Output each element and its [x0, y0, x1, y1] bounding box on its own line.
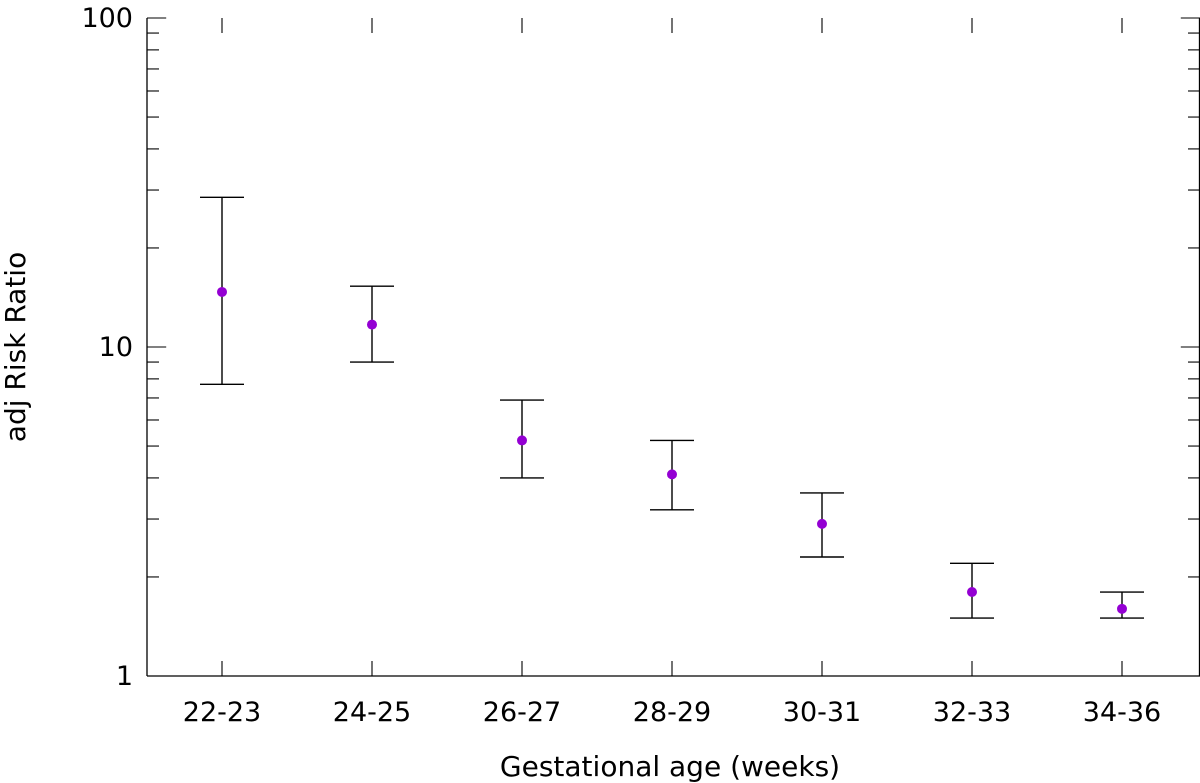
x-tick-label: 34-36 — [1083, 697, 1161, 728]
x-tick-label: 28-29 — [633, 697, 711, 728]
y-axis-ticks — [147, 17, 1200, 677]
x-axis-ticks — [221, 18, 1123, 676]
axis-frame — [146, 18, 1200, 677]
data-point — [217, 286, 227, 297]
y-tick-label: 100 — [81, 3, 133, 34]
data-point — [667, 469, 677, 480]
y-tick-labels: 1 10 100 — [81, 3, 133, 692]
x-tick-label: 22-23 — [183, 697, 261, 728]
x-tick-label: 26-27 — [483, 697, 561, 728]
x-tick-labels: 22-23 24-25 26-27 28-29 30-31 32-33 34-36 — [183, 697, 1161, 728]
x-axis-label: Gestational age (weeks) — [500, 750, 840, 783]
data-point — [967, 587, 977, 598]
y-tick-label: 10 — [99, 332, 133, 363]
x-tick-label: 32-33 — [933, 697, 1011, 728]
y-axis-label: adj Risk Ratio — [0, 252, 32, 442]
data-point — [817, 518, 827, 529]
error-bars — [200, 196, 1144, 619]
y-tick-label: 1 — [116, 661, 133, 692]
data-point — [1117, 603, 1127, 614]
data-point — [367, 319, 377, 330]
data-points — [217, 286, 1127, 614]
x-tick-label: 24-25 — [333, 697, 411, 728]
x-tick-label: 30-31 — [783, 697, 861, 728]
data-point — [517, 435, 527, 446]
